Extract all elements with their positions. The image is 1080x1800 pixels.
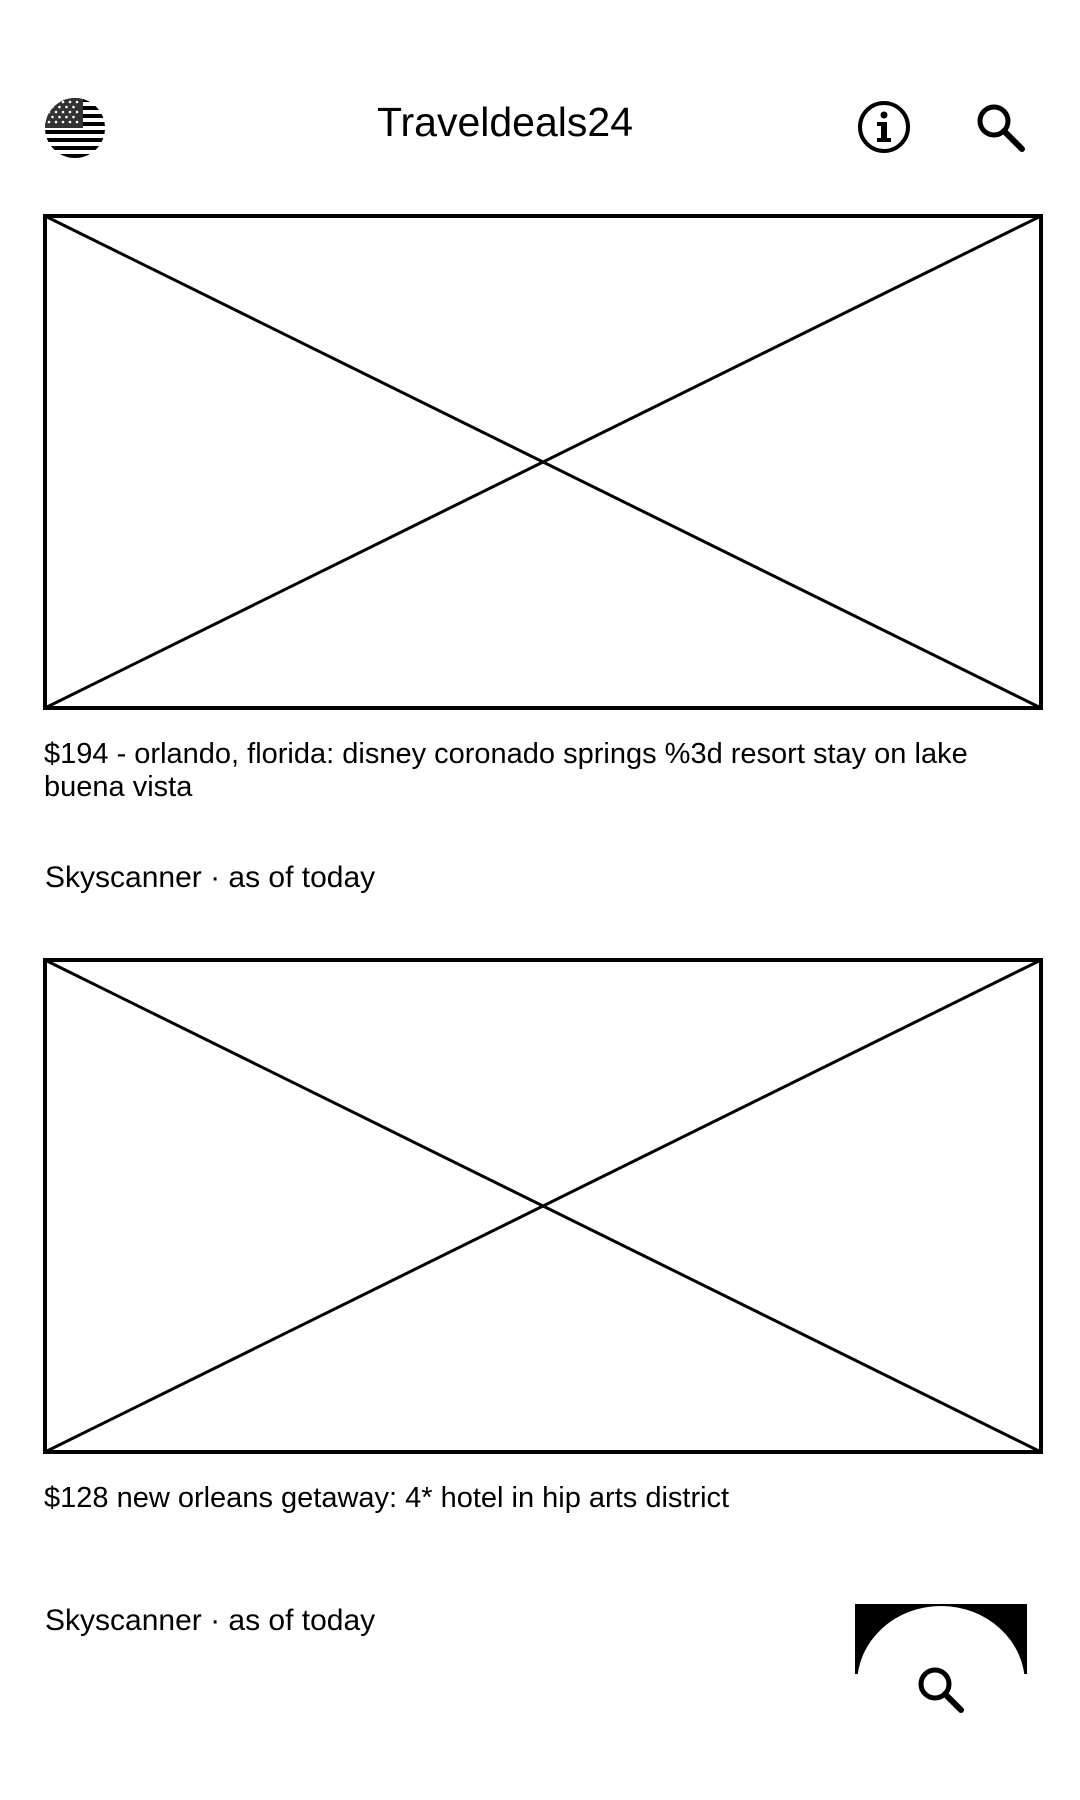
- image-placeholder-icon[interactable]: [43, 214, 1043, 710]
- image-placeholder-icon[interactable]: [43, 958, 1043, 1454]
- search-icon: [918, 1667, 964, 1713]
- info-icon[interactable]: [856, 99, 912, 155]
- deal-title[interactable]: $128 new orleans getaway: 4* hotel in hi…: [44, 1482, 730, 1514]
- search-icon[interactable]: [974, 101, 1026, 153]
- us-flag-icon[interactable]: [43, 96, 107, 160]
- deal-source: Skyscanner · as of today: [45, 861, 376, 894]
- deal-title[interactable]: $194 - orlando, florida: disney coronado…: [44, 738, 968, 803]
- app-header: Traveldeals24: [0, 0, 1080, 200]
- search-fab[interactable]: [855, 1604, 1027, 1724]
- deal-source: Skyscanner · as of today: [45, 1604, 376, 1637]
- app-title: Traveldeals24: [376, 99, 633, 145]
